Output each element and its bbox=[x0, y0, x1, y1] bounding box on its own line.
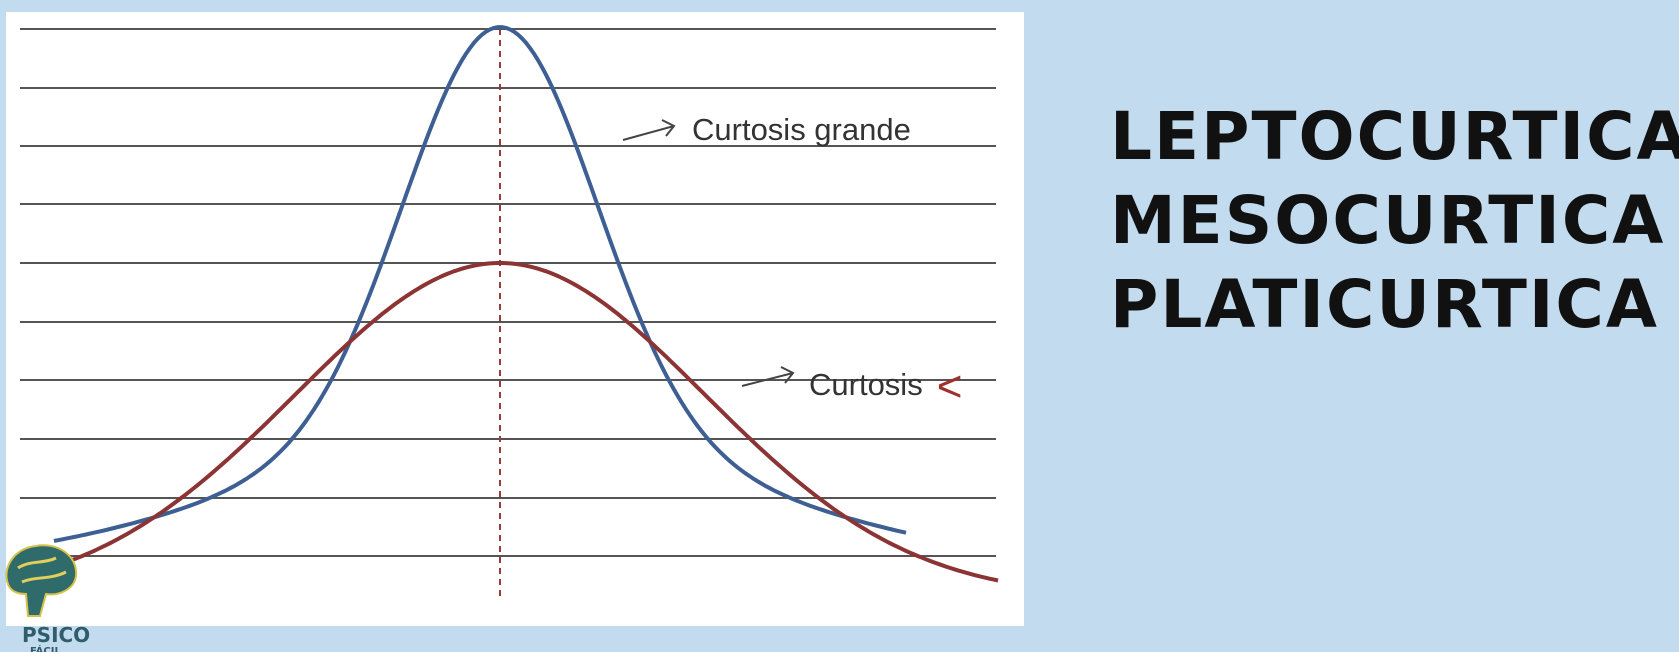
annotation-curtosis-grande: Curtosis grande bbox=[692, 112, 911, 147]
leptokurtic-curve bbox=[53, 25, 907, 543]
svg-text:PSICO: PSICO bbox=[22, 623, 90, 647]
kurtosis-diagram bbox=[20, 25, 999, 597]
svg-text:FÁCIL: FÁCIL bbox=[30, 644, 61, 652]
term-mesocurtica: MESOCURTICA bbox=[1110, 182, 1666, 259]
arrow-to-small-icon bbox=[741, 366, 795, 387]
kurtosis-terms-list: LEPTOCURTICA MESOCURTICA PLATICURTICA bbox=[1110, 95, 1679, 347]
term-leptocurtica: LEPTOCURTICA bbox=[1110, 98, 1679, 175]
term-platicurtica: PLATICURTICA bbox=[1110, 266, 1659, 343]
platykurtic-curve bbox=[45, 261, 999, 583]
annotation-curtosis-label: Curtosis bbox=[809, 367, 923, 402]
annotation-curtosis-menor: Curtosis < bbox=[809, 362, 962, 412]
diagram-panel: Curtosis grande Curtosis < bbox=[6, 12, 1024, 626]
arrow-to-big-icon bbox=[622, 119, 676, 141]
horizontal-gridlines bbox=[20, 28, 996, 557]
less-than-symbol: < bbox=[936, 362, 963, 411]
psico-facil-logo: PSICO FÁCIL bbox=[5, 544, 90, 652]
